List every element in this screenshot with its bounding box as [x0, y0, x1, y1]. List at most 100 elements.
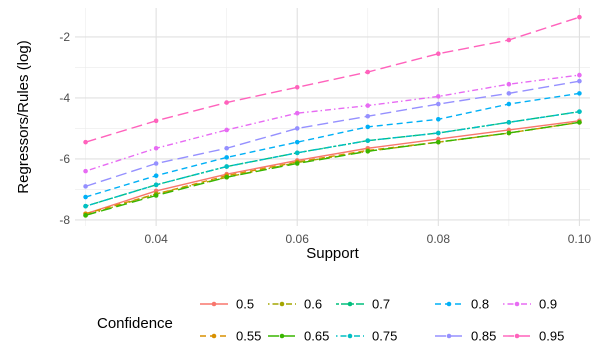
series-line [85, 110, 580, 207]
legend-label: 0.7 [372, 297, 390, 312]
series-0.8 [83, 91, 582, 200]
data-point [577, 91, 582, 96]
legend-label: 0.85 [471, 329, 496, 344]
data-point [83, 139, 88, 145]
data-point [577, 109, 582, 114]
legend-label: 0.5 [236, 297, 254, 312]
data-point [224, 164, 229, 169]
plot-panel [75, 8, 590, 226]
legend-key-point [514, 301, 520, 307]
data-point [506, 101, 512, 107]
y-tick-label: -8 [59, 213, 70, 227]
data-point [224, 127, 229, 133]
legend-title: Confidence [97, 315, 173, 332]
data-point [436, 139, 441, 145]
legend-label: 0.65 [304, 329, 329, 344]
data-point [506, 37, 512, 43]
series-0.95 [83, 14, 582, 145]
data-point [577, 72, 582, 78]
data-point [436, 130, 441, 136]
x-tick-label: 0.04 [144, 232, 168, 246]
data-point [365, 113, 371, 119]
series-line [85, 80, 580, 188]
axes: Support Regressors/Rules (log) 0.04 0.06 0… [15, 30, 591, 262]
y-tick-label: -2 [59, 30, 70, 44]
legend: Confidence 0.5 0.55 0.6 0.65 0.7 0.75 0.8 0.85 0… [97, 297, 564, 344]
legend-item: 0.85 [435, 329, 496, 344]
data-point [153, 173, 159, 178]
data-point [506, 120, 512, 125]
y-tick-label: -6 [59, 152, 70, 166]
series-0.75 [83, 109, 582, 209]
legend-key-point [211, 333, 217, 339]
data-point [436, 101, 441, 107]
data-point [294, 150, 300, 156]
data-point [224, 100, 229, 105]
data-point [506, 130, 512, 136]
data-point [294, 161, 300, 166]
x-tick-label: 0.10 [568, 232, 592, 246]
y-axis-title: Regressors/Rules (log) [15, 40, 32, 193]
series-0.9 [83, 72, 582, 174]
series-line [85, 74, 580, 172]
data-point [153, 193, 159, 198]
series-line [85, 120, 580, 215]
legend-key-point [211, 301, 217, 307]
legend-item: 0.9 [503, 297, 557, 312]
legend-label: 0.8 [471, 297, 489, 312]
legend-item: 0.65 [268, 329, 329, 344]
data-point [153, 145, 159, 151]
legend-key-point [514, 333, 520, 339]
legend-key-point [446, 333, 452, 339]
data-point [153, 118, 159, 124]
legend-item: 0.8 [435, 297, 489, 312]
legend-label: 0.75 [372, 329, 397, 344]
legend-item: 0.6 [268, 297, 322, 312]
data-point [153, 161, 159, 166]
legend-label: 0.6 [304, 297, 322, 312]
data-point [577, 78, 582, 84]
data-point [294, 139, 300, 145]
data-point [436, 51, 441, 57]
data-point [365, 124, 371, 130]
data-point [83, 168, 88, 174]
data-point [436, 116, 441, 122]
legend-label: 0.95 [539, 329, 564, 344]
data-point [506, 91, 512, 96]
data-point [224, 145, 229, 151]
data-point [224, 155, 229, 160]
data-point [83, 213, 88, 218]
data-point [83, 184, 88, 189]
data-point [436, 94, 441, 99]
legend-key-point [347, 301, 353, 307]
x-tick-label: 0.08 [427, 232, 451, 246]
legend-item: 0.55 [200, 329, 261, 344]
series-0.65 [83, 120, 582, 218]
legend-key-point [279, 333, 285, 339]
legend-item: 0.5 [200, 297, 254, 312]
data-point [365, 138, 371, 143]
series-group [83, 14, 582, 218]
legend-key-point [279, 301, 285, 307]
data-point [365, 69, 371, 75]
data-point [506, 81, 512, 87]
data-point [577, 120, 582, 125]
legend-key-point [446, 301, 452, 307]
series-line [85, 121, 580, 217]
plot-background [75, 8, 590, 226]
data-point [294, 126, 300, 131]
data-point [83, 203, 88, 209]
legend-item: 0.7 [336, 297, 390, 312]
x-tick-label: 0.06 [286, 232, 310, 246]
data-point [365, 103, 371, 108]
y-tick-label: -4 [59, 91, 70, 105]
legend-label: 0.55 [236, 329, 261, 344]
x-axis-title: Support [306, 245, 359, 262]
series-line [85, 92, 580, 198]
data-point [153, 182, 159, 188]
series-line [85, 121, 580, 216]
data-point [83, 194, 88, 200]
data-point [577, 14, 582, 20]
